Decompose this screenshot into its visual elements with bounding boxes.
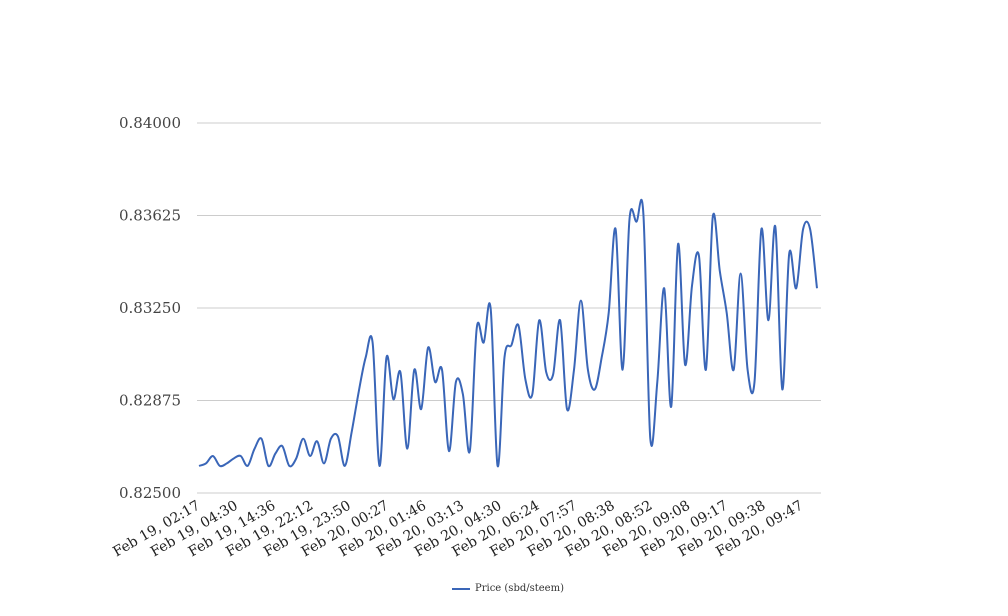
- y-tick-label: 0.82875: [119, 392, 181, 410]
- gridlines: [197, 122, 821, 494]
- legend: Price (sbd/steem): [452, 583, 564, 594]
- legend-label: Price (sbd/steem): [475, 583, 564, 594]
- y-tick-label: 0.83625: [119, 207, 181, 225]
- y-tick-label: 0.83250: [119, 299, 181, 317]
- y-tick-label: 0.82500: [119, 484, 181, 502]
- legend-swatch: [452, 587, 470, 590]
- series-line-price: [198, 198, 818, 468]
- y-tick-label: 0.84000: [119, 114, 181, 132]
- y-axis-ticks: 0.82500 0.82875 0.83250 0.83625 0.84000: [119, 114, 181, 502]
